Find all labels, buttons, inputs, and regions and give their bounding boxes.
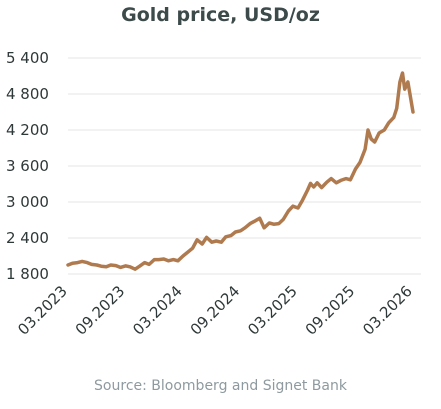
y-tick-label: 3 000 [6, 193, 49, 211]
y-tick-label: 3 600 [6, 157, 49, 175]
x-tick-label: 09.2025 [302, 282, 359, 339]
source-note: Source: Bloomberg and Signet Bank [94, 378, 347, 394]
series-layer [66, 71, 415, 271]
x-tick-label: 09.2024 [187, 282, 244, 339]
y-tick-label: 4 200 [6, 121, 49, 139]
y-axis-tick-labels: 1 800 2 400 3 000 3 600 4 200 4 800 5 400 [6, 49, 49, 283]
y-tick-label: 5 400 [6, 49, 49, 67]
x-axis-tick-labels: 03.2023 09.2023 03.2024 09.2024 03.2025 09.20… [14, 282, 416, 339]
chart-title: Gold price, USD/oz [121, 4, 320, 26]
x-tick-label: 03.2023 [14, 282, 71, 339]
y-tick-label: 4 800 [6, 85, 49, 103]
grid-lines [68, 57, 421, 275]
x-tick-label: 03.2026 [359, 282, 416, 339]
x-tick-label: 03.2025 [244, 282, 301, 339]
x-tick-label: 09.2023 [72, 282, 129, 339]
y-tick-label: 1 800 [6, 265, 49, 283]
gold-price-line [66, 71, 415, 271]
y-tick-label: 2 400 [6, 229, 49, 247]
x-tick-label: 03.2024 [129, 282, 186, 339]
